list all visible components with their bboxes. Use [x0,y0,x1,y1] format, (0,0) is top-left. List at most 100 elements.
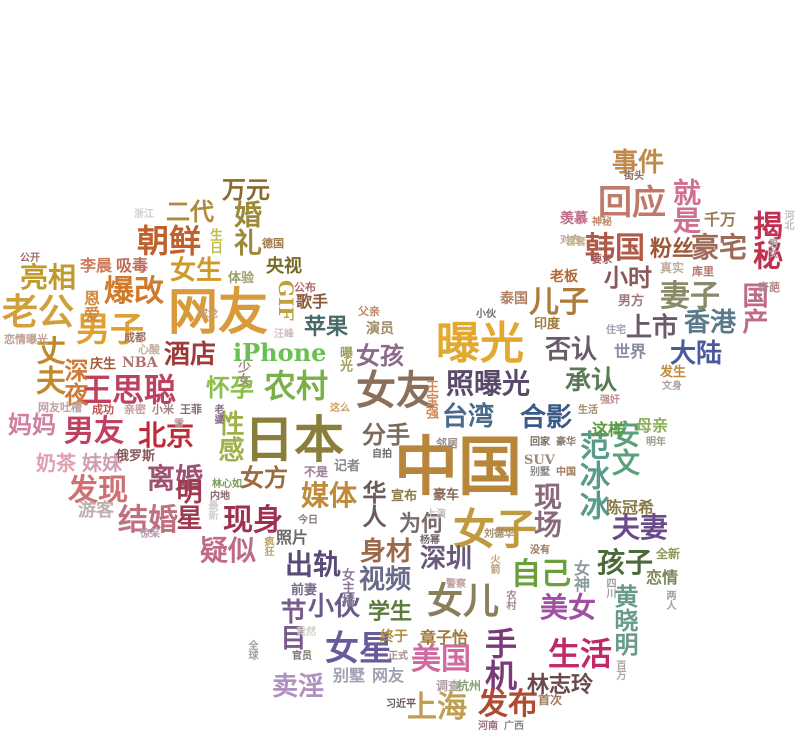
word-tiyan: 生日 [207,228,222,254]
word-yindu: 印度 [534,317,561,332]
word-zhaobaoguang: 照曝光 [446,367,531,400]
word-shouci: 杭州 [457,679,482,693]
word-shijie: 世界 [614,342,647,361]
word-zhuzhai: 文身 [662,381,682,392]
word-gif: GIF [274,280,298,321]
word-wanyuan: 万元 [222,175,270,204]
word-henan: 今日 [298,515,318,526]
word-nvfang: 女方 [240,463,288,492]
word-chenggong: 网友吐槽 [38,401,82,414]
word-xianmu: 千万 [704,210,737,229]
word-wangyoutucao: 成都 [124,331,146,344]
word-meimei: 妹妹 [82,451,122,475]
word-shenghuo: 生活 [548,635,613,673]
word-jingran: 首套 [566,237,586,248]
word-shangshi: 上市 [626,313,679,343]
word-deguo: 体验 [228,271,255,286]
word-laogong: 老公 [2,291,75,333]
word-baoguang: 曝光 [436,318,524,369]
word-shenmi: 羡慕 [560,211,588,227]
word-yanyuan: 德国 [262,237,284,250]
word-xuesheng: 学生 [368,599,413,625]
word-laoban: 老板 [550,269,578,285]
word-faxian: 发现 [68,473,128,508]
word-huiying: 回应 [598,183,666,223]
word-maiyin: 卖淫 [272,672,325,702]
word-wangfei: 小米 [152,403,174,416]
word-lianqingbaoguang: 公开 [20,253,40,264]
word-mama: 妈妈 [8,410,56,439]
word-xianggang: 香港 [684,308,737,338]
word-meiti: 媒体 [301,479,358,512]
word-anwen: 安文 [608,420,641,476]
word-qianqi: 前妻 [291,583,318,598]
word-kuli: 真实 [660,261,685,275]
word-baoguang-small: 老婆 [212,404,223,424]
word-xiaomi: 亲密 [124,403,146,416]
word-geshou: 歌手 [296,292,329,311]
word-shanghai: 上海 [407,690,467,725]
word-taiguo: 泰国 [500,291,528,307]
word-lianqing: 恋情 [646,568,679,587]
word-wangbaoqiang: 曝光 [337,346,352,372]
word-youke: 游客 [78,500,114,521]
word-qingsheng: 庆生 [90,357,117,372]
word-yisi: 疑似 [200,534,257,567]
word-wangfeng: 浙江 [134,209,154,220]
word-gongkai: 王菲 [180,403,202,416]
word-nvzi: 女子 [453,505,538,554]
word-haozhai: 豪宅 [691,231,748,264]
word-qinmi: 成功 [92,403,114,416]
word-qianwan: 要求 [592,255,612,266]
word-baogai: 爆改 [104,274,164,309]
word-xiaohuo: 小伙 [308,592,361,622]
word-xuanbu: 宣布 [391,489,418,504]
word-zhejiang: 恋情曝光 [4,333,48,346]
word-laopo: 汪峰 [274,329,294,340]
word-shijian: 事件 [612,148,665,178]
word-meiguo: 美国 [411,642,471,677]
word-chaoxian: 朝鲜 [137,222,202,260]
word-jingcha: 没有 [530,545,550,556]
word-lichen: 李晨 [80,256,113,275]
word-guochan: 国产 [738,282,768,334]
word-jiemu: 节目 [276,598,306,650]
word-nba: NBA [122,355,158,371]
word-nver: 女儿 [427,580,500,622]
word-iphone: iPhone [233,338,327,367]
word-chengren: 承认 [565,366,618,396]
word-fouren: 否认 [545,335,598,365]
word-quanqiu: 两人 [664,590,675,610]
word-jiudian: 酒店 [164,340,217,370]
word-huangxiaoming: 黄晓明 [610,584,639,656]
word-qiangjian: 调查 [436,679,461,693]
word-wangyou-small: 网友 [372,666,405,685]
word-huaiyun: 怀孕 [206,373,254,402]
word-hunli: 婚礼 [230,200,263,256]
word-fenshou: 分手 [362,420,410,449]
word-enai: 恩爱 [81,290,100,322]
word-shenghuo-small: 中国 [556,467,576,478]
word-diaocha: 小伙 [476,309,496,320]
word-lei: 成龙 [198,309,218,320]
word-jizhe: 自拍 [372,449,392,460]
word-bushi: 记者 [334,459,361,474]
word-guangxi: 河南 [478,721,498,732]
word-yaoqiu: 公布 [294,281,316,294]
word-taiwan: 台湾 [442,402,495,432]
word-guanyuan: 全新 [656,547,681,561]
word-chugui: 出轨 [285,548,342,581]
word-zhongyu: 终于 [380,629,408,645]
word-haohua: 回家 [530,437,550,448]
word-nongcun-small: 全球 [246,640,257,660]
word-nvshen: 发生 [660,365,687,380]
word-erdai: 二代 [166,197,214,226]
word-ming: 习近平 [386,699,416,710]
word-nvxing: 女星 [325,629,393,669]
word-zhongguo-small: 别墅 [530,467,550,478]
word-dalu: 大陆 [670,339,723,369]
word-quanxin: 明年 [646,437,666,448]
word-chengdu: 心酸 [138,343,160,356]
word-hangzhou: 女神 [571,560,590,592]
